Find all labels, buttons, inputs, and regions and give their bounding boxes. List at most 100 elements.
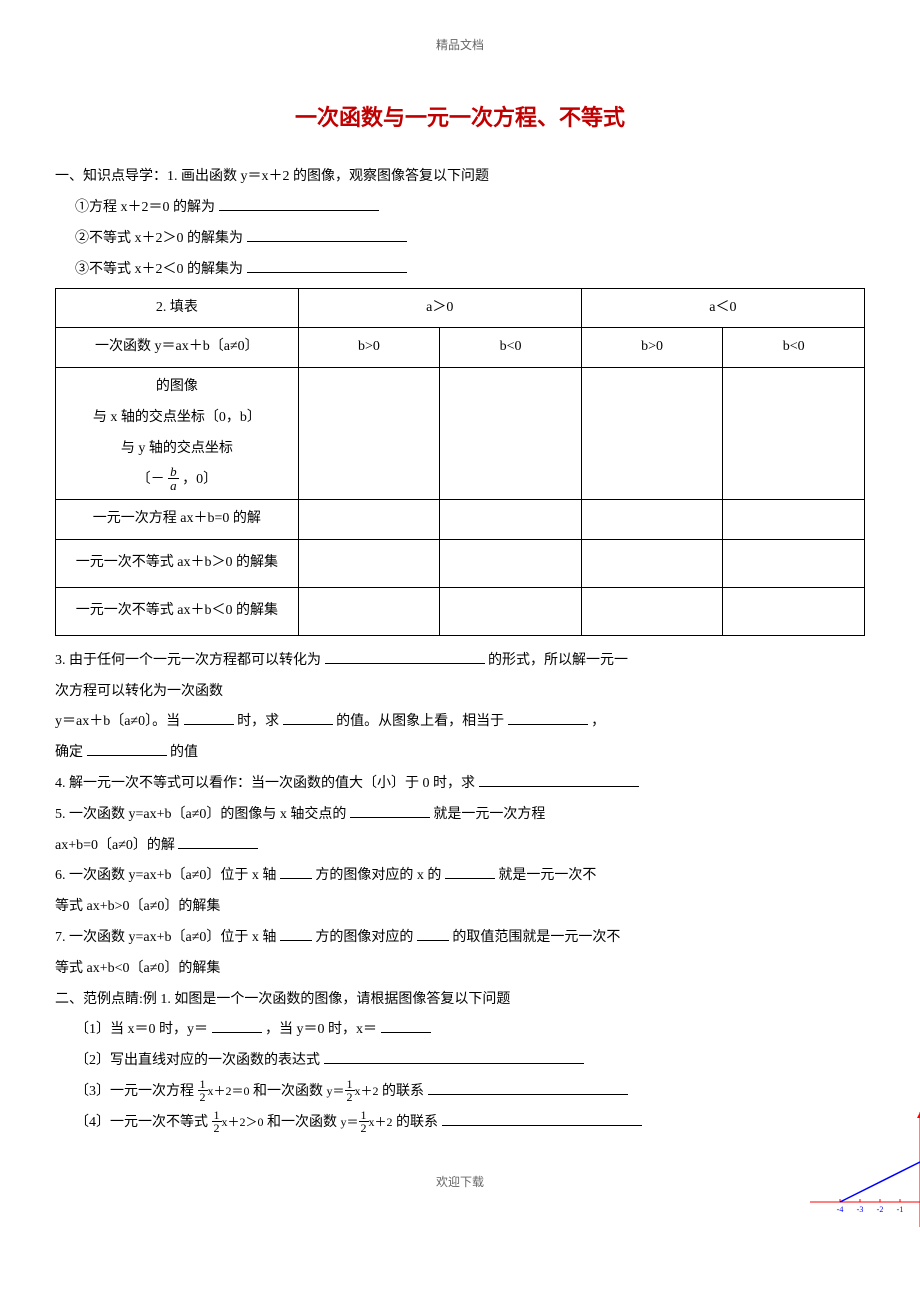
- cell-blank: [723, 540, 865, 588]
- blank: [283, 711, 333, 725]
- para5-line: 5. 一次函数 y=ax+b〔a≠0〕的图像与 x 轴交点的 就是一元一次方程: [55, 800, 865, 831]
- blank: [350, 804, 430, 818]
- blank: [184, 711, 234, 725]
- blank: [442, 1112, 642, 1126]
- para7-line: 7. 一次函数 y=ax+b〔a≠0〕位于 x 轴 方的图像对应的 的取值范围就…: [55, 923, 865, 954]
- ex3c: 的联系: [382, 1084, 424, 1099]
- frac-half-3: 1 2: [212, 1109, 222, 1134]
- svg-text:-1: -1: [897, 1205, 904, 1214]
- cell-blank: [440, 368, 582, 500]
- cell-r2c1: 一次函数 y＝ax＋b〔a≠0〕: [56, 328, 299, 368]
- ex4-line: 〔4〕一元一次不等式 1 2 x＋2＞0 和一次函数 y＝ 1 2 x＋2 的联…: [55, 1108, 865, 1139]
- para3-line3: y＝ax＋b〔a≠0〕。当 时，求 的值。从图象上看，相当于 ，: [55, 707, 865, 738]
- table-row: 一元一次方程 ax＋b=0 的解: [56, 500, 865, 540]
- cell-r1c3: a＜0: [581, 288, 864, 328]
- cell-r8c1: 一元一次不等式 ax＋b＞0 的解集: [56, 540, 299, 588]
- svg-text:-3: -3: [857, 1205, 864, 1214]
- frac-den: a: [168, 479, 179, 492]
- eq-lhs: y＝: [327, 1084, 345, 1098]
- para6c: 就是一元一次不: [498, 868, 596, 883]
- blank: [280, 865, 312, 879]
- blank: [479, 773, 639, 787]
- cell-blank: [298, 540, 440, 588]
- para3-line1: 3. 由于任何一个一元一次方程都可以转化为 的形式，所以解一元一: [55, 646, 865, 677]
- para5c: ax+b=0〔a≠0〕的解: [55, 838, 175, 853]
- para3i: 的值: [170, 745, 198, 760]
- eq-rest: x＋2＞0: [222, 1115, 264, 1129]
- para3g: ，: [591, 714, 605, 729]
- ex4a: 〔4〕一元一次不等式: [75, 1115, 208, 1130]
- q2-text: ②不等式 x＋2＞0 的解集为: [75, 231, 243, 246]
- cell-blank: [723, 587, 865, 635]
- para7a: 7. 一次函数 y=ax+b〔a≠0〕位于 x 轴: [55, 930, 276, 945]
- cell-r4c1: 与 x 轴的交点坐标〔0，b〕: [58, 403, 296, 434]
- section1-lead: 一、知识点导学：1. 画出函数 y＝x＋2 的图像，观察图像答复以下问题: [55, 162, 865, 193]
- blank: [325, 650, 485, 664]
- q1-line: ①方程 x＋2＝0 的解为: [55, 193, 865, 224]
- para7-line2: 等式 ax+b<0〔a≠0〕的解集: [55, 954, 865, 985]
- blank: [212, 1019, 262, 1033]
- table-row: 一元一次不等式 ax＋b＜0 的解集: [56, 587, 865, 635]
- para5b: 就是一元一次方程: [433, 807, 545, 822]
- cell-r6c1: 〔－ b a ，0〕: [58, 465, 296, 496]
- para3-line4: 确定 的值: [55, 738, 865, 769]
- cell-blank: [723, 500, 865, 540]
- para5a: 5. 一次函数 y=ax+b〔a≠0〕的图像与 x 轴交点的: [55, 807, 346, 822]
- cell-blank: [298, 587, 440, 635]
- para4: 4. 解一元一次不等式可以看作：当一次函数的值大〔小〕于 0 时，求: [55, 776, 475, 791]
- cell-blank: [440, 587, 582, 635]
- q1-text: ①方程 x＋2＝0 的解为: [75, 200, 215, 215]
- page: 精品文档 一次函数与一元一次方程、不等式 一、知识点导学：1. 画出函数 y＝x…: [0, 0, 920, 1302]
- para7c: 的取值范围就是一元一次不: [452, 930, 620, 945]
- cell-r9c1: 一元一次不等式 ax＋b＜0 的解集: [56, 587, 299, 635]
- table-row: 一元一次不等式 ax＋b＞0 的解集: [56, 540, 865, 588]
- cell-graph-intercepts: 的图像 与 x 轴的交点坐标〔0，b〕 与 y 轴的交点坐标 〔－ b a ，0…: [56, 368, 299, 500]
- para3d: y＝ax＋b〔a≠0〕。当: [55, 714, 180, 729]
- para7b: 方的图像对应的: [315, 930, 413, 945]
- frac-den: 2: [212, 1122, 222, 1134]
- ex2-line: 〔2〕写出直线对应的一次函数的表达式: [55, 1046, 865, 1077]
- cell-r1c2: a＞0: [298, 288, 581, 328]
- cell-blank: [440, 540, 582, 588]
- chart-svg: -4-3-2-1112xy: [810, 1112, 920, 1227]
- ex3a: 〔3〕一元一次方程: [75, 1084, 194, 1099]
- blank: [324, 1050, 584, 1064]
- eq-rest: x＋2＝0: [208, 1084, 250, 1098]
- para3a: 3. 由于任何一个一元一次方程都可以转化为: [55, 653, 321, 668]
- cell-blank: [581, 540, 723, 588]
- para5-line2: ax+b=0〔a≠0〕的解: [55, 831, 865, 862]
- para3h: 确定: [55, 745, 83, 760]
- cell-blank: [581, 500, 723, 540]
- svg-text:-4: -4: [837, 1205, 844, 1214]
- blank: [445, 865, 495, 879]
- cell-blank: [581, 587, 723, 635]
- ex1-line: 〔1〕当 x＝0 时，y＝ ，当 y＝0 时，x＝: [55, 1015, 865, 1046]
- cell-blank: [298, 500, 440, 540]
- cell-r1c1: 2. 填表: [56, 288, 299, 328]
- q1-blank: [219, 197, 379, 211]
- summary-table: 2. 填表 a＞0 a＜0 一次函数 y＝ax＋b〔a≠0〕 b>0 b<0 b…: [55, 288, 865, 636]
- eq-rest: x＋2: [369, 1115, 393, 1129]
- blank: [280, 927, 312, 941]
- frac-b-over-a: b a: [168, 465, 179, 492]
- q2-line: ②不等式 x＋2＞0 的解集为: [55, 224, 865, 255]
- cell-r2c2: b>0: [298, 328, 440, 368]
- document-title: 一次函数与一元一次方程、不等式: [55, 94, 865, 142]
- cell-blank: [581, 368, 723, 500]
- eq-rest: x＋2: [355, 1084, 379, 1098]
- cell-blank: [298, 368, 440, 500]
- para3e: 时，求: [237, 714, 279, 729]
- cell-r2c4: b>0: [581, 328, 723, 368]
- cell-r7c1: 一元一次方程 ax＋b=0 的解: [56, 500, 299, 540]
- para6a: 6. 一次函数 y=ax+b〔a≠0〕位于 x 轴: [55, 868, 276, 883]
- cell-blank: [723, 368, 865, 500]
- frac-half-4: 1 2: [359, 1109, 369, 1134]
- para6b: 方的图像对应的 x 的: [315, 868, 441, 883]
- para3-line2: 次方程可以转化为一次函数: [55, 677, 865, 708]
- para6-line: 6. 一次函数 y=ax+b〔a≠0〕位于 x 轴 方的图像对应的 x 的 就是…: [55, 861, 865, 892]
- frac-den: 2: [359, 1122, 369, 1134]
- ex3-line: 〔3〕一元一次方程 1 2 x＋2＝0 和一次函数 y＝ 1 2 x＋2 的联系: [55, 1077, 865, 1108]
- blank: [178, 835, 258, 849]
- footer-label: 欢迎下载: [55, 1169, 865, 1195]
- para4-line: 4. 解一元一次不等式可以看作：当一次函数的值大〔小〕于 0 时，求: [55, 769, 865, 800]
